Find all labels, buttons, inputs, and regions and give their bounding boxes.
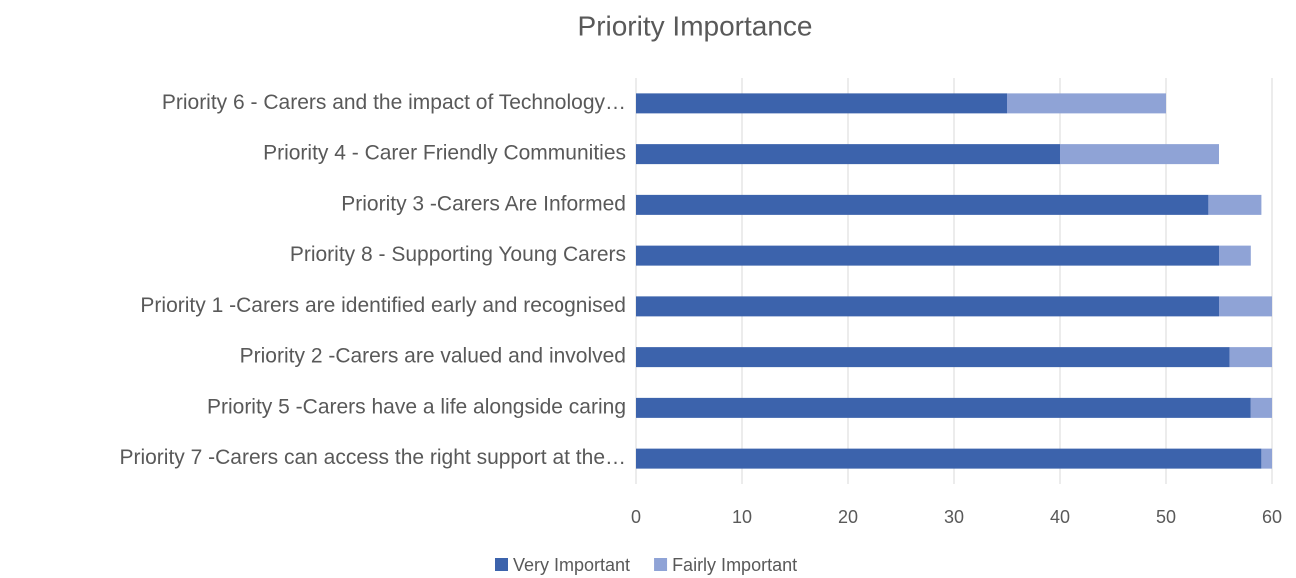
y-tick-label: Priority 1 -Carers are identified early …: [140, 294, 626, 317]
y-tick-label: Priority 6 - Carers and the impact of Te…: [162, 91, 626, 114]
legend-label: Fairly Important: [672, 555, 797, 575]
bar-segment: [636, 448, 1262, 469]
bar-segment: [1060, 144, 1219, 165]
y-tick-label: Priority 7 -Carers can access the right …: [119, 446, 626, 469]
bar-segment: [636, 397, 1251, 418]
bar-segment: [636, 347, 1230, 368]
legend-label: Very Important: [513, 555, 630, 575]
x-tick-label: 20: [838, 507, 858, 527]
bar-segment: [1229, 347, 1272, 368]
bar-segment: [1208, 194, 1262, 215]
bar-segment: [1007, 93, 1166, 114]
y-tick-label: Priority 3 -Carers Are Informed: [341, 192, 626, 215]
y-tick-label: Priority 4 - Carer Friendly Communities: [263, 142, 626, 165]
x-tick-label: 60: [1262, 507, 1282, 527]
bar-segment: [1250, 397, 1272, 418]
legend-swatch: [495, 558, 508, 571]
x-tick-label: 30: [944, 507, 964, 527]
x-tick-label: 10: [732, 507, 752, 527]
x-tick-label: 40: [1050, 507, 1070, 527]
bar-segment: [1219, 296, 1272, 317]
bar-segment: [636, 93, 1007, 114]
y-tick-label: Priority 8 - Supporting Young Carers: [290, 243, 626, 266]
bar-segment: [1219, 245, 1251, 266]
bar-segment: [636, 194, 1209, 215]
x-tick-label: 50: [1156, 507, 1176, 527]
y-tick-label: Priority 5 -Carers have a life alongside…: [207, 395, 626, 418]
bar-segment: [636, 245, 1219, 266]
bar-segment: [1261, 448, 1272, 469]
bar-segment: [636, 144, 1060, 165]
chart-title: Priority Importance: [578, 10, 813, 41]
legend-swatch: [654, 558, 668, 571]
y-tick-label: Priority 2 -Carers are valued and involv…: [240, 345, 626, 368]
bar-segment: [636, 296, 1219, 317]
x-tick-label: 0: [631, 507, 641, 527]
